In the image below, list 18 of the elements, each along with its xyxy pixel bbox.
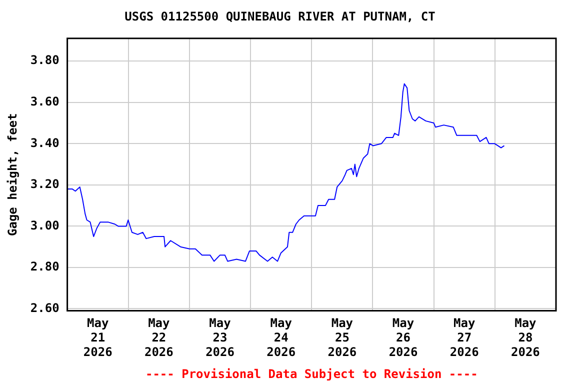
x-tick-label: May 25 2026	[328, 316, 357, 359]
y-tick-label: 2.80	[30, 260, 60, 274]
text: ---- Provisional Data Subject to Revision ----	[145, 367, 478, 382]
x-tick-label: May 28 2026	[511, 316, 540, 359]
y-tick-label: 3.60	[30, 94, 60, 108]
x-tick-label: May 23 2026	[206, 316, 234, 359]
y-tick-label: 2.60	[30, 300, 60, 315]
y-axis-title: Gage height, feet	[5, 113, 20, 236]
x-tick-label: May 24 2026	[266, 316, 296, 359]
y-tick-label: 3.80	[30, 53, 60, 68]
y-tick-label: 3.20	[30, 177, 60, 192]
x-tick-label: May 27 2026	[450, 316, 479, 359]
x-tick-label: May 22 2026	[144, 316, 174, 359]
y-tick-label: 3.40	[30, 136, 60, 150]
x-tick-label: May 21 2026	[83, 316, 112, 359]
x-tick-label: May 26 2026	[388, 316, 418, 359]
chart-title: USGS 01125500 QUINEBAUG RIVER AT PUTNAM, CT	[124, 9, 436, 24]
y-tick-label: 3.00	[30, 218, 60, 232]
